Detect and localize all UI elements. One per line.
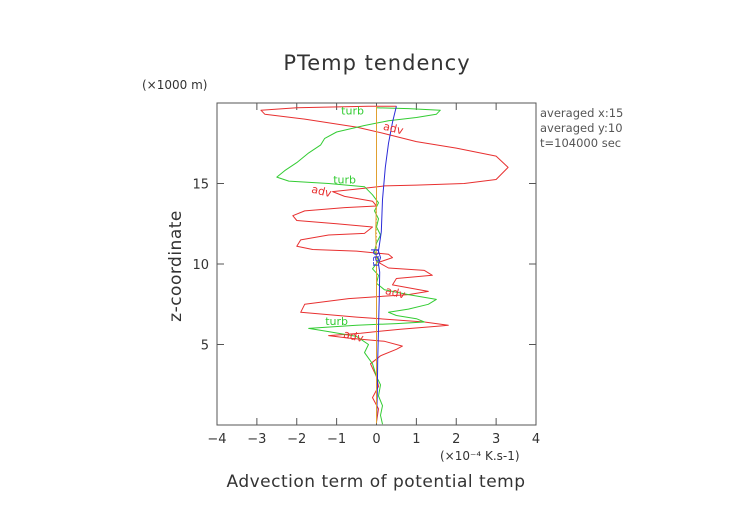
curve-label-adv: adv <box>342 328 365 346</box>
x-tick-label: −3 <box>247 432 266 447</box>
curve-label-turb: turb <box>333 174 356 187</box>
info-line: t=104000 sec <box>540 136 621 150</box>
x-axis-label: Advection term of potential temp <box>226 472 525 492</box>
x-axis: −4 −3 −2 −1 0 1 2 3 4 <box>207 103 540 447</box>
x-tick-label: 0 <box>372 432 380 447</box>
x-tick-label: 4 <box>532 432 540 447</box>
curve-label-rad: rad <box>369 248 382 266</box>
x-tick-label: 2 <box>452 432 460 447</box>
x-tick-label: −4 <box>207 432 226 447</box>
info-line: averaged x:15 <box>540 106 623 120</box>
y-axis: 5 10 15 <box>192 178 536 354</box>
y-tick-label: 5 <box>201 339 209 354</box>
curve-label-adv: adv <box>310 183 333 201</box>
series-line-turb <box>276 107 441 425</box>
chart-title: PTemp tendency <box>283 51 470 75</box>
curve-label-adv: adv <box>382 120 405 138</box>
y-axis-label: z-coordinate <box>166 210 186 322</box>
series-line-rad <box>376 106 397 424</box>
info-line: averaged y:10 <box>540 121 623 135</box>
curve-label-adv: adv <box>384 284 407 302</box>
x-tick-label: 1 <box>412 432 420 447</box>
y-tick-label: 10 <box>192 258 209 273</box>
series-group <box>260 105 509 425</box>
x-tick-label: −2 <box>287 432 306 447</box>
x-unit-label: (×10⁻⁴ K.s-1) <box>440 449 520 463</box>
curve-label-turb: turb <box>325 315 348 328</box>
y-tick-label: 15 <box>192 178 209 193</box>
x-tick-label: −1 <box>327 432 346 447</box>
series-line-baseline <box>375 106 377 424</box>
x-tick-label: 3 <box>492 432 500 447</box>
y-unit-label: (×1000 m) <box>142 78 207 92</box>
curve-label-turb: turb <box>341 104 364 117</box>
series-line-adv <box>260 105 509 422</box>
